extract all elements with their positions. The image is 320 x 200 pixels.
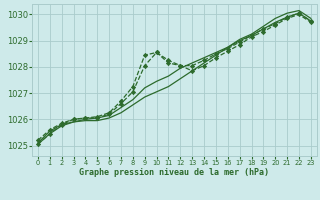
X-axis label: Graphe pression niveau de la mer (hPa): Graphe pression niveau de la mer (hPa) [79, 168, 269, 177]
